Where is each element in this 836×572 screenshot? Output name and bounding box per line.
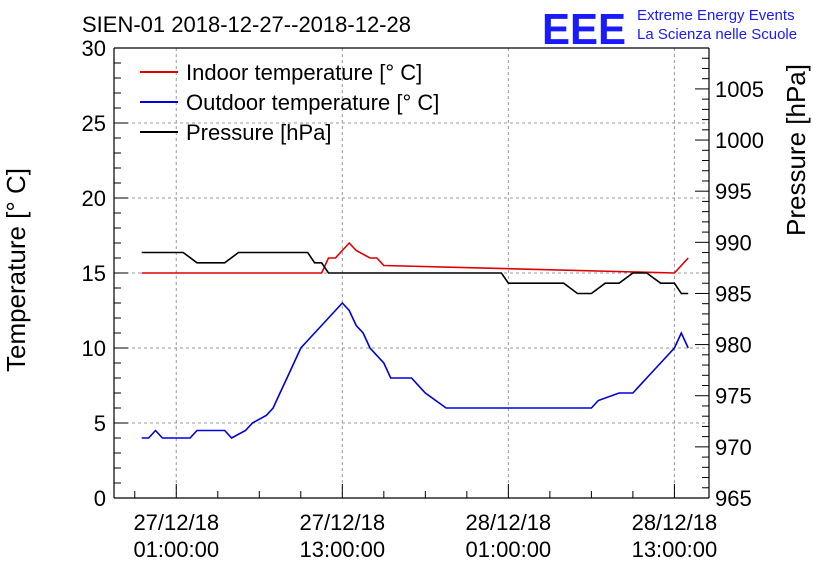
eee-logo-line2: La Scienza nelle Scuole (637, 26, 797, 43)
x-tick-date: 28/12/18 (632, 510, 718, 535)
right-tick-label: 970 (715, 435, 752, 460)
x-tick-date: 28/12/18 (466, 510, 552, 535)
x-ticks: 27/12/1801:00:0027/12/1813:00:0028/12/18… (133, 484, 717, 562)
right-tick-label: 985 (715, 281, 752, 306)
x-tick-time: 13:00:00 (299, 537, 385, 562)
legend-label-indoor: Indoor temperature [° C] (186, 60, 422, 85)
legend-label-outdoor: Outdoor temperature [° C] (186, 90, 439, 115)
left-tick-label: 10 (82, 336, 106, 361)
right-tick-label: 1000 (715, 128, 764, 153)
left-tick-label: 15 (82, 261, 106, 286)
indoor-temperature-line (141, 241, 689, 274)
x-tick-time: 01:00:00 (133, 537, 219, 562)
series-layer (141, 241, 689, 439)
left-axis-title: Temperature [° C] (1, 168, 31, 372)
pressure-line (141, 251, 689, 295)
right-tick-label: 995 (715, 179, 752, 204)
legend: Indoor temperature [° C] Outdoor tempera… (140, 60, 439, 145)
eee-logo-line1: Extreme Energy Events (637, 7, 795, 24)
x-tick-date: 27/12/18 (133, 510, 219, 535)
left-tick-label: 5 (94, 411, 106, 436)
right-tick-label: 965 (715, 486, 752, 511)
left-tick-label: 0 (94, 486, 106, 511)
x-tick-time: 01:00:00 (466, 537, 552, 562)
right-tick-label: 975 (715, 384, 752, 409)
right-tick-label: 1005 (715, 77, 764, 102)
right-tick-label: 980 (715, 333, 752, 358)
left-tick-label: 20 (82, 186, 106, 211)
legend-label-pressure: Pressure [hPa] (186, 120, 332, 145)
x-tick-date: 27/12/18 (299, 510, 385, 535)
chart-title: SIEN-01 2018-12-27--2018-12-28 (82, 12, 411, 37)
left-tick-label: 25 (82, 111, 106, 136)
eee-logo-mark: EEE (542, 5, 626, 54)
x-tick-time: 13:00:00 (632, 537, 718, 562)
right-axis-title: Pressure [hPa] (781, 64, 811, 236)
right-tick-label: 990 (715, 230, 752, 255)
right-ticks: 965 970 975 980 985 990 995 1000 1005 (695, 57, 764, 511)
left-ticks: 0 5 10 15 20 25 30 (82, 36, 128, 511)
eee-logo: EEE Extreme Energy Events La Scienza nel… (542, 5, 797, 54)
left-tick-label: 30 (82, 36, 106, 61)
outdoor-temperature-line (141, 301, 689, 439)
